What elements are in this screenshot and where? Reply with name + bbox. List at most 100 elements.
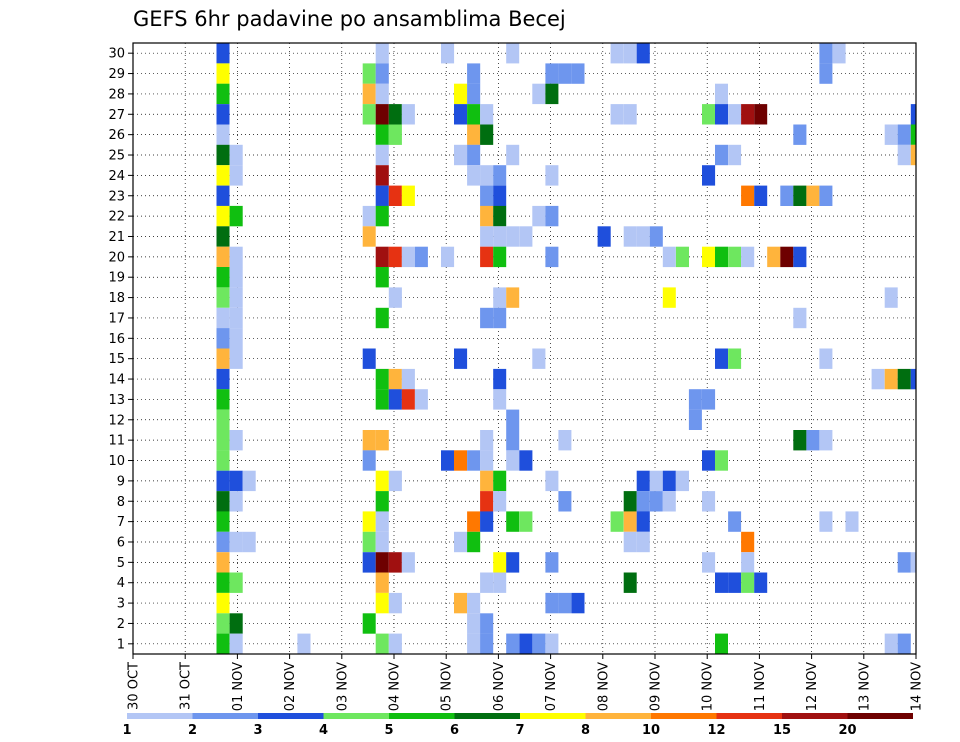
heatmap-cell [610, 104, 624, 125]
heatmap-cell [216, 185, 230, 206]
heatmap-cell [362, 552, 376, 573]
heatmap-cell [388, 592, 402, 614]
heatmap-cell [375, 633, 389, 654]
heatmap-cell [493, 470, 507, 492]
heatmap-cell [532, 348, 546, 369]
heatmap-cell [388, 124, 402, 145]
legend-label: 5 [384, 723, 393, 738]
heatmap-cell [532, 83, 546, 105]
x-axis: 30 OCT 31 OCT 01 NOV 02 NOV 03 NOV 04 NOV 05 N… [127, 654, 925, 711]
heatmap-cell [623, 491, 637, 512]
heatmap-cell [480, 511, 494, 532]
heatmap-cell [493, 246, 507, 268]
heatmap-cell [375, 511, 389, 532]
heatmap-cell [401, 368, 415, 390]
heatmap-cell [897, 368, 911, 390]
heatmap-cell [819, 511, 833, 532]
y-tick-label: 10 [108, 454, 125, 469]
heatmap-cell [636, 470, 650, 492]
legend-label: 12 [707, 723, 725, 738]
heatmap-cell [216, 389, 230, 410]
heatmap-cell [388, 470, 402, 492]
heatmap-cell [793, 430, 807, 451]
heatmap-cell [545, 63, 559, 84]
heatmap-cell [897, 144, 911, 166]
heatmap-cell [375, 104, 389, 125]
legend-swatch [782, 713, 848, 719]
heatmap-cell [375, 430, 389, 451]
heatmap-cell [388, 368, 402, 390]
heatmap-cell [480, 470, 494, 492]
heatmap-cell [845, 511, 859, 532]
heatmap-cell [623, 104, 637, 125]
heatmap-cell [375, 470, 389, 492]
heatmap-cells [216, 43, 916, 654]
y-tick-label: 21 [108, 230, 125, 245]
heatmap-cell [216, 43, 230, 64]
heatmap-cell [702, 450, 716, 471]
heatmap-cell [558, 430, 572, 451]
legend-label: 6 [450, 723, 459, 738]
heatmap-cell [480, 572, 494, 593]
heatmap-cell [375, 124, 389, 145]
heatmap-cell [715, 450, 728, 471]
heatmap-cell [636, 531, 650, 553]
heatmap-cell [702, 389, 716, 410]
heatmap-cell [229, 328, 243, 349]
heatmap-cell [493, 491, 507, 512]
heatmap-cell [375, 552, 389, 573]
heatmap-cell [401, 552, 415, 573]
heatmap-cell [767, 246, 781, 268]
heatmap-cell [467, 63, 481, 84]
heatmap-cell [493, 552, 507, 573]
heatmap-cell [545, 205, 559, 227]
heatmap-cell [702, 491, 716, 512]
heatmap-cell [675, 246, 689, 268]
heatmap-cell [216, 144, 230, 166]
heatmap-cell [216, 83, 230, 105]
heatmap-cell [229, 613, 243, 634]
heatmap-cell [519, 633, 533, 654]
heatmap-cell [832, 43, 846, 64]
heatmap-cell [297, 633, 311, 654]
heatmap-cell [216, 328, 230, 349]
heatmap-cell [897, 633, 911, 654]
heatmap-cell [662, 246, 676, 268]
heatmap-cell [558, 63, 572, 84]
heatmap-cell [506, 409, 520, 430]
heatmap-cell [819, 63, 833, 84]
heatmap-cell [216, 267, 230, 288]
heatmap-cell [636, 511, 650, 532]
heatmap-cell [216, 63, 230, 84]
heatmap-cell [467, 450, 481, 471]
heatmap-cell [636, 491, 650, 512]
heatmap-cell [715, 246, 728, 268]
heatmap-cell [480, 450, 494, 471]
heatmap-cell [454, 592, 468, 614]
heatmap-cell [741, 552, 755, 573]
heatmap-cell [362, 531, 376, 553]
heatmap-cell [506, 287, 520, 308]
heatmap-cell [819, 185, 833, 206]
heatmap-cell [229, 144, 243, 166]
heatmap-cell [216, 470, 230, 492]
heatmap-cell [532, 633, 546, 654]
heatmap-cell [229, 531, 243, 553]
x-tick-label: 14 NOV [910, 662, 925, 711]
grid [133, 43, 916, 654]
y-tick-label: 9 [117, 474, 125, 489]
heatmap-cell [480, 104, 494, 125]
heatmap-cell [401, 389, 415, 410]
y-tick-label: 3 [117, 597, 125, 612]
legend-swatch [258, 713, 324, 719]
heatmap-cell [229, 267, 243, 288]
heatmap-cell [702, 104, 716, 125]
heatmap-cell [229, 491, 243, 512]
heatmap-cell [558, 592, 572, 614]
heatmap-cell [741, 104, 755, 125]
heatmap-cell [362, 430, 376, 451]
heatmap-cell [375, 307, 389, 329]
heatmap-cell [741, 531, 755, 553]
heatmap-cell [414, 246, 428, 268]
heatmap-cell [229, 165, 243, 186]
